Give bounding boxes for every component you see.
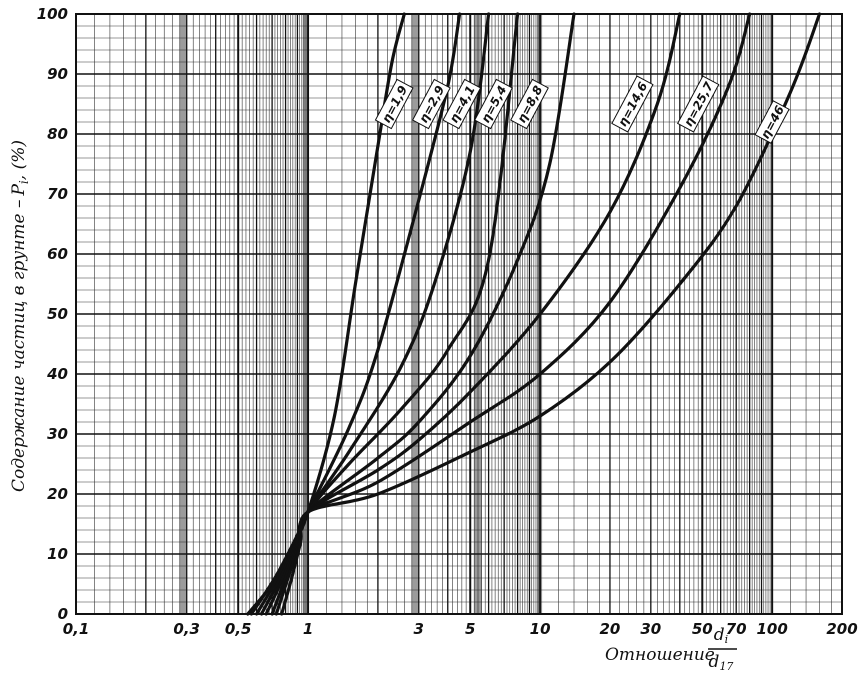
series-label-box — [754, 100, 790, 144]
y-axis-symbol-sub: i — [17, 180, 31, 184]
grid-band — [474, 14, 482, 614]
x-tick-label: 3 — [414, 620, 424, 638]
x-tick-label: 20 — [600, 620, 621, 638]
series-label-box — [442, 78, 482, 130]
y-axis-title: Содержание частиц в грунте – Pi, (%) — [9, 140, 31, 492]
x-tick-label: 100 — [756, 620, 787, 638]
y-axis-symbol: P — [9, 184, 29, 197]
x-tick-label: 50 — [692, 620, 713, 638]
svg-text:Содержание частиц в грунте –Pi: Содержание частиц в грунте – Pi, (%) — [9, 140, 31, 492]
x-tick-label: 30 — [640, 620, 661, 638]
x-tick-label: 10 — [530, 620, 551, 638]
grid-band — [302, 14, 309, 614]
series-label-box — [374, 78, 414, 130]
x-tick-label: 70 — [726, 620, 747, 638]
y-tick-label: 40 — [46, 365, 68, 383]
series-label-box — [676, 75, 720, 133]
grid-band — [179, 14, 187, 614]
series-line — [259, 12, 520, 616]
series-label-box — [411, 78, 451, 130]
series-label-box — [611, 75, 654, 133]
x-tick-label: 0,3 — [173, 620, 200, 638]
y-tick-label: 90 — [47, 65, 68, 83]
y-tick-label: 100 — [37, 5, 68, 23]
x-tick-label: 200 — [826, 620, 857, 638]
x-tick-label: 1 — [303, 620, 313, 638]
y-tick-label: 30 — [47, 425, 68, 443]
x-ticks: 0,1 0,3 0,5 1 3 5 10 20 30 50 70 100 200 — [63, 620, 858, 638]
x-tick-label: 0,1 — [63, 620, 90, 638]
y-tick-label: 60 — [47, 245, 68, 263]
y-axis-unit: , (%) — [9, 140, 29, 180]
series-lines — [246, 12, 822, 616]
x-axis-label: Отношение — [605, 645, 715, 665]
y-axis-label: Содержание частиц в грунте – — [9, 200, 29, 493]
x-tick-label: 0,5 — [225, 620, 252, 638]
y-tick-label: 0 — [58, 605, 68, 623]
y-tick-label: 20 — [47, 485, 68, 503]
x-fraction-denominator: d17 — [709, 652, 734, 673]
series-label-box — [474, 78, 513, 130]
y-tick-label: 80 — [47, 125, 68, 143]
grid-band — [411, 14, 419, 614]
y-tick-label: 50 — [47, 305, 68, 323]
y-tick-label: 70 — [47, 185, 68, 203]
series-label-box — [510, 78, 549, 130]
series-line — [280, 12, 822, 616]
series-line — [255, 12, 491, 616]
x-axis-title: Отношение di d17 — [605, 625, 737, 673]
x-fraction-numerator: di — [714, 625, 728, 646]
y-ticks: 0 10 20 30 40 50 60 70 80 90 100 — [37, 5, 68, 623]
y-tick-label: 10 — [47, 545, 68, 563]
x-tick-label: 5 — [465, 620, 475, 638]
